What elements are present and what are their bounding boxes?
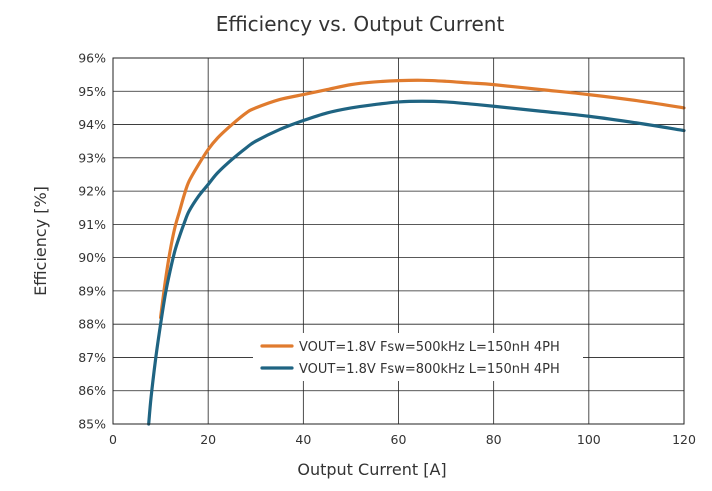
legend-background bbox=[253, 333, 583, 381]
legend-label-500khz: VOUT=1.8V Fsw=500kHz L=150nH 4PH bbox=[299, 340, 560, 355]
y-tick-label: 86% bbox=[78, 383, 106, 398]
y-tick-label: 88% bbox=[78, 317, 106, 332]
series-line-500khz bbox=[158, 78, 686, 320]
x-tick-label: 100 bbox=[577, 432, 601, 447]
y-axis-label: Efficiency [%] bbox=[31, 186, 50, 296]
chart-title: Efficiency vs. Output Current bbox=[216, 12, 505, 36]
y-tick-label: 89% bbox=[78, 283, 106, 298]
series-lines bbox=[147, 78, 686, 426]
y-tick-label: 90% bbox=[78, 250, 106, 265]
tick-labels: 0 20 40 60 80 100 120 85% 86% 87% 88% 89% 90% 91% 92% 9… bbox=[78, 51, 696, 448]
y-tick-label: 94% bbox=[78, 117, 106, 132]
x-tick-label: 120 bbox=[672, 432, 696, 447]
x-tick-label: 0 bbox=[109, 432, 117, 447]
plot-frame bbox=[112, 57, 685, 425]
x-tick-label: 80 bbox=[486, 432, 502, 447]
y-tick-label: 85% bbox=[78, 417, 106, 432]
y-tick-label: 93% bbox=[78, 150, 106, 165]
y-tick-label: 96% bbox=[78, 51, 106, 66]
y-tick-label: 92% bbox=[78, 184, 106, 199]
grid-lines bbox=[112, 57, 685, 425]
legend: VOUT=1.8V Fsw=500kHz L=150nH 4PH VOUT=1.… bbox=[253, 333, 583, 381]
x-axis-label: Output Current [A] bbox=[297, 460, 446, 479]
x-tick-label: 20 bbox=[200, 432, 216, 447]
y-tick-label: 91% bbox=[78, 217, 106, 232]
y-tick-label: 87% bbox=[78, 350, 106, 365]
legend-label-800khz: VOUT=1.8V Fsw=800kHz L=150nH 4PH bbox=[299, 362, 560, 377]
x-tick-label: 60 bbox=[391, 432, 407, 447]
y-tick-label: 95% bbox=[78, 84, 106, 99]
series-line-800khz bbox=[147, 99, 686, 426]
x-tick-label: 40 bbox=[295, 432, 311, 447]
